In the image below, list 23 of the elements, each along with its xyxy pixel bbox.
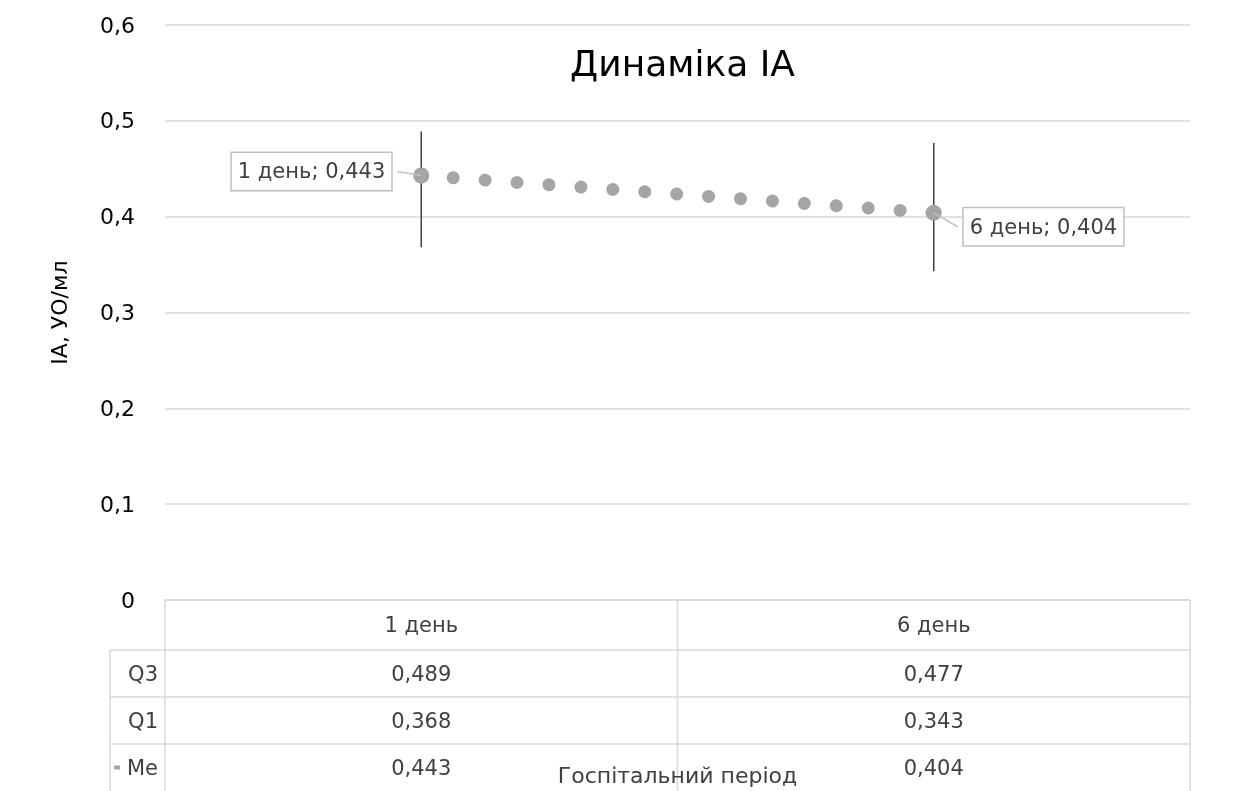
legend-label: Me xyxy=(126,755,158,780)
text: Q1 xyxy=(128,708,158,733)
text: 0,368 xyxy=(391,708,452,733)
y-tick-label: 0 xyxy=(121,587,135,613)
data-label: 0,404 xyxy=(903,755,964,780)
y-tick-label: 0,4 xyxy=(100,204,135,230)
x-tick-label: 6 день xyxy=(896,613,971,637)
x-tick-label: 1 день xyxy=(384,613,459,637)
text: 0,477 xyxy=(903,661,964,686)
y-tick-label: 0,6 xyxy=(100,12,135,38)
y-tick-label: 0,1 xyxy=(100,491,135,517)
y-axis-title: IA, УО/мл xyxy=(46,260,72,365)
y-tick-label: 0,2 xyxy=(100,395,135,421)
text: 0,343 xyxy=(903,708,964,733)
y-tick-label: 0,5 xyxy=(100,108,135,134)
text: 0,489 xyxy=(391,661,452,686)
data-label: 0,443 xyxy=(391,755,452,780)
annotation: 6 день; 0,404 xyxy=(969,214,1118,239)
y-tick-label: 0,3 xyxy=(100,300,135,325)
annotation: 1 день; 0,443 xyxy=(237,159,386,184)
text: Динаміка IA xyxy=(570,42,796,84)
text: Госпітальний період xyxy=(557,762,798,788)
text: Q3 xyxy=(128,661,158,686)
